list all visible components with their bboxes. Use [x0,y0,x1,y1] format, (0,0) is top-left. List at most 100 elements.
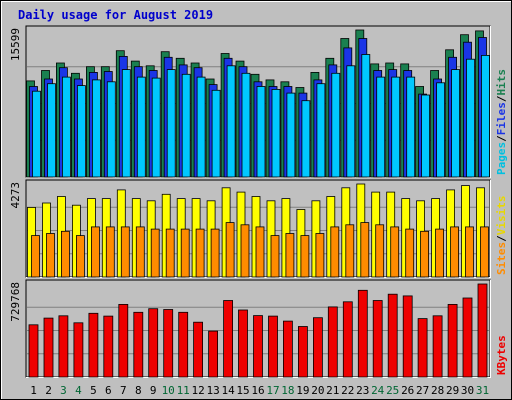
bar-kbytes-day-10 [163,309,174,378]
bar-kbytes-day-3 [58,315,69,378]
x-tick-label-day-16: 16 [251,384,264,397]
x-tick-label-day-10: 10 [162,384,175,397]
bar-kbytes-day-14 [223,300,234,378]
bar-pages-day-14 [226,65,236,178]
bar-kbytes-day-17 [268,315,278,378]
bar-pages-day-10 [166,69,176,178]
bar-sites-day-15 [240,224,250,278]
bar-sites-day-28 [435,228,445,278]
x-tick-label-day-18: 18 [281,384,294,397]
bar-sites-day-1 [31,235,40,278]
bar-sites-day-24 [375,224,385,278]
x-tick-label-day-13: 13 [206,384,219,397]
bar-sites-day-26 [405,228,415,278]
bar-pages-day-1 [32,90,41,178]
bar-pages-day-16 [256,86,266,178]
x-tick-label-day-31: 31 [476,384,489,397]
x-axis-labels: 1 2 3 4 5 6 7 8 9 10 11 12 13 14 15 16 17 18 19 20 21 22 23 24 2… [30,384,489,397]
bar-sites-day-12 [195,228,205,278]
bar-pages-day-11 [181,73,191,178]
x-tick-label-day-22: 22 [341,384,354,397]
legend-entry: / [495,135,508,142]
legend-entry: Pages [495,142,508,175]
y-max-label-top: 15599 [9,28,22,61]
bar-kbytes-day-22 [342,301,353,378]
bar-pages-day-15 [241,72,251,178]
bar-sites-day-5 [91,226,100,278]
bar-sites-day-17 [270,235,280,278]
bar-kbytes-day-7 [118,303,129,378]
bar-kbytes-day-27 [417,318,428,378]
bar-kbytes-day-15 [238,309,248,378]
x-tick-label-day-9: 9 [150,384,157,397]
bar-pages-day-5 [92,79,101,178]
bar-kbytes-day-24 [372,300,383,378]
bar-kbytes-day-6 [103,315,114,378]
bar-pages-day-13 [211,89,221,178]
legend-entry: / [495,95,508,102]
bar-kbytes-day-25 [387,293,398,378]
bar-sites-day-10 [165,228,175,278]
x-tick-label-day-27: 27 [416,384,429,397]
bar-kbytes-day-18 [282,320,293,378]
bar-sites-day-8 [135,226,145,278]
legend-bottom: KBytes [495,335,508,375]
x-tick-label-day-26: 26 [401,384,414,397]
bar-sites-day-13 [210,228,220,278]
bar-pages-day-22 [346,65,356,178]
bar-kbytes-day-19 [297,326,308,378]
bar-kbytes-day-9 [148,308,159,378]
legend-entry: KBytes [495,335,508,375]
y-max-label-middle: 4273 [9,182,22,209]
x-tick-label-day-21: 21 [326,384,339,397]
bar-kbytes-day-8 [133,311,144,378]
bar-kbytes-day-1 [28,324,39,378]
bar-pages-day-18 [286,92,296,178]
bar-pages-day-26 [406,76,416,178]
x-tick-label-day-24: 24 [371,384,385,397]
x-tick-label-day-4: 4 [75,384,82,397]
bar-pages-day-19 [301,100,311,178]
x-tick-label-day-12: 12 [191,384,204,397]
bar-sites-day-27 [420,230,430,278]
bar-kbytes-day-21 [327,306,338,378]
bar-sites-day-23 [360,222,370,278]
bar-sites-day-20 [315,233,325,278]
legend-entry: Visits [495,196,508,236]
bar-pages-day-4 [77,85,86,178]
x-tick-label-day-1: 1 [30,384,37,397]
bar-pages-day-2 [47,83,56,178]
bar-sites-day-7 [120,226,130,278]
bar-kbytes-day-28 [432,315,443,378]
bar-pages-day-29 [451,69,461,178]
x-tick-label-day-2: 2 [45,384,52,397]
bar-pages-day-9 [151,77,161,178]
bar-kbytes-day-2 [43,317,54,378]
bar-kbytes-day-29 [447,303,458,378]
legend-entry: Files [495,102,508,135]
bar-sites-day-4 [76,235,85,278]
bar-kbytes-day-4 [73,322,84,378]
bar-sites-day-25 [390,226,400,278]
panel-bottom: 729768 KBytes [9,279,508,378]
x-tick-label-day-20: 20 [311,384,324,397]
bar-kbytes-day-12 [193,321,204,378]
bar-sites-day-16 [255,226,265,278]
x-tick-label-day-14: 14 [221,384,235,397]
bar-pages-day-28 [436,82,446,178]
legend-middle: Sites/Visits [495,196,508,276]
bar-sites-day-14 [225,222,235,278]
bar-sites-day-3 [61,230,70,278]
x-tick-label-day-5: 5 [90,384,97,397]
bar-sites-day-2 [46,233,55,278]
bar-kbytes-day-5 [88,312,99,378]
x-tick-label-day-28: 28 [431,384,444,397]
bar-pages-day-23 [361,54,371,178]
bar-kbytes-day-30 [462,297,473,378]
x-tick-label-day-15: 15 [236,384,249,397]
legend-entry: / [495,235,508,242]
legend-entry: Hits [495,69,508,96]
bar-sites-day-31 [480,226,489,278]
